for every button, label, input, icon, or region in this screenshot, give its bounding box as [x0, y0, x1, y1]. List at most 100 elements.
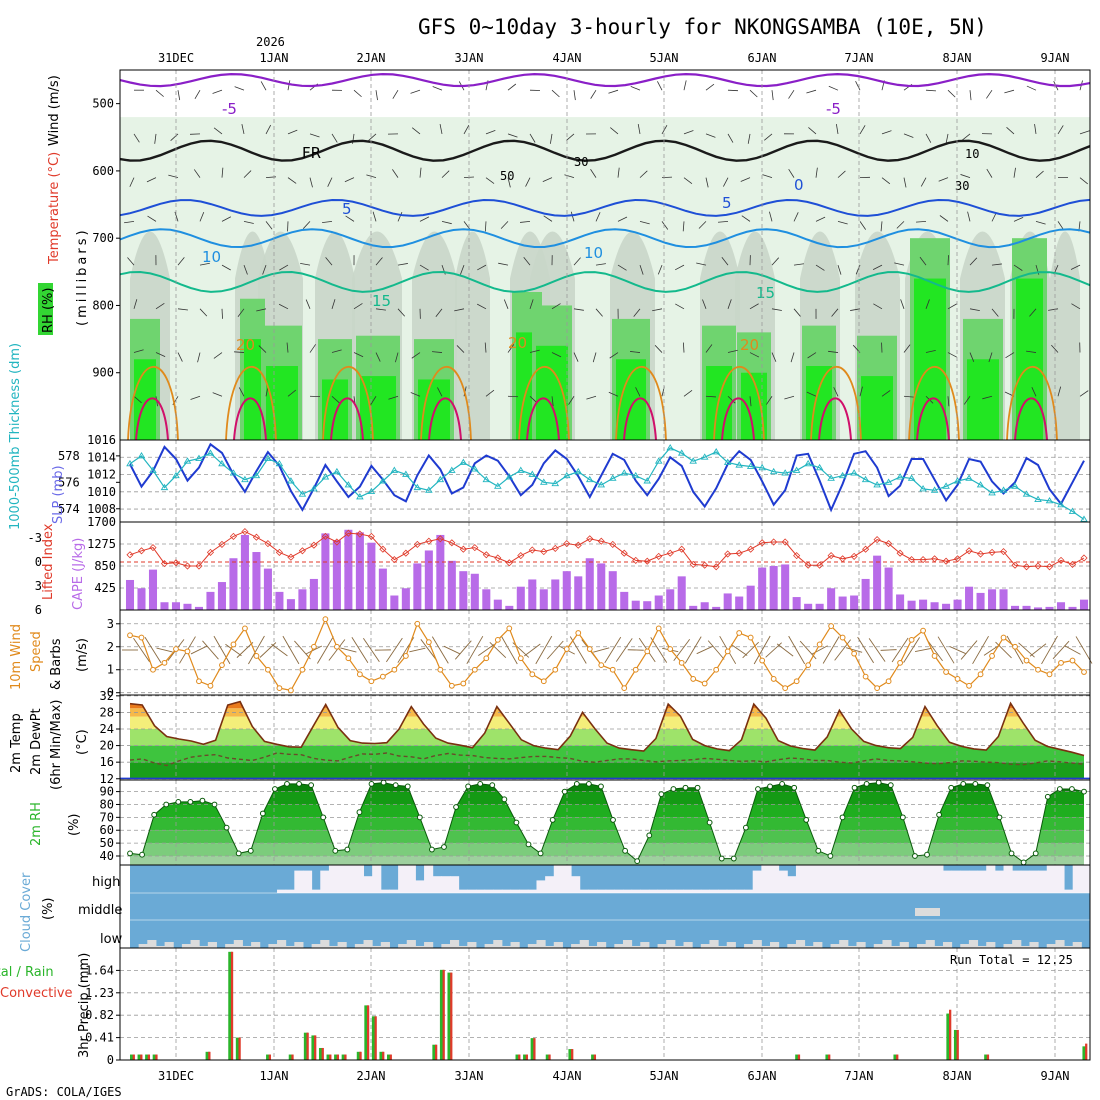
wind10-marker-40 [586, 646, 593, 652]
rh-marker-29 [477, 780, 484, 787]
rh-marker-1 [139, 851, 145, 858]
cloud-high-22 [320, 870, 330, 893]
wind10-barb-16 [305, 645, 323, 655]
cloud-high-18 [285, 889, 295, 893]
cloud-low-41 [484, 944, 494, 948]
wind-barb [608, 89, 619, 94]
rh-marker-71 [984, 782, 991, 789]
cloud-low-69 [726, 942, 736, 948]
wind10-marker-59 [805, 662, 812, 669]
cloud-high-80 [821, 865, 832, 893]
lifted-marker-39 [574, 541, 582, 549]
wind-barb [147, 215, 157, 222]
wind10-barb-18 [328, 639, 346, 661]
bottom-date-1: 1JAN [260, 1069, 289, 1083]
contour-label-2: FR [302, 144, 321, 162]
cape-bar-24 [401, 588, 410, 610]
temp-25-loop-4 [526, 397, 560, 441]
rh-band-0 [130, 855, 1084, 865]
lifted-marker-46 [655, 552, 663, 560]
cloud-low-91 [917, 944, 927, 948]
precip-total-30 [356, 1051, 361, 1060]
panel-precip: 0 0.41 0.82 1.23 1.64 [85, 947, 1091, 1067]
wind-barb [233, 351, 245, 353]
cape-bar-2 [148, 569, 158, 610]
cloud-high-81 [830, 865, 840, 893]
thickness-marker-21 [367, 487, 376, 495]
cloud-high-99 [986, 865, 996, 893]
wind-barb [675, 303, 685, 310]
cape-bar-71 [942, 603, 951, 610]
wind10-marker-47 [667, 646, 674, 652]
wind10-barb-53 [730, 644, 748, 656]
lifted-marker-18 [333, 538, 341, 546]
wind-barb [221, 308, 223, 319]
wind-barb [939, 215, 949, 222]
wind10-marker-30 [471, 666, 478, 673]
cape-bar-22 [378, 568, 387, 610]
cloud-high-24 [337, 865, 347, 893]
cloud-high-74 [770, 865, 780, 893]
cloud-low-47 [536, 940, 546, 948]
wind-barb [947, 89, 956, 98]
precip-total-28 [341, 1054, 346, 1060]
cape-bar-45 [643, 601, 652, 610]
lifted-marker-8 [218, 540, 226, 548]
wind-barb [199, 308, 208, 317]
precip-conv-92 [828, 1054, 831, 1060]
cape-bar-58 [792, 597, 801, 610]
lifted-marker-59 [804, 561, 812, 569]
thickness-marker-54 [746, 462, 755, 469]
thickness-marker-38 [562, 471, 571, 479]
wind-barb [855, 81, 861, 91]
wind-barb [682, 342, 685, 353]
cape-bar-6 [194, 606, 203, 610]
label-temp-unit: (°C) [75, 729, 90, 755]
cloud-high-50 [562, 865, 572, 893]
wind10-marker-80 [1046, 671, 1053, 678]
wind10-barb-19 [340, 647, 357, 653]
wind-barb [872, 264, 883, 271]
precip-total-31 [364, 1005, 369, 1060]
thickness-marker-1 [137, 451, 146, 459]
bottom-date-6: 6JAN [748, 1069, 777, 1083]
rh-band-4 [130, 804, 1084, 818]
wind-barb [808, 127, 817, 135]
wind-barb [635, 387, 641, 397]
wind-barb [652, 308, 663, 312]
cape-bar-56 [769, 566, 778, 610]
rh-band-2 [130, 830, 1084, 844]
wind-barb [788, 89, 795, 99]
wind10-marker-25 [414, 620, 421, 627]
wind-barb [1006, 126, 1015, 135]
wind-barb [177, 308, 188, 311]
lifted-marker-30 [471, 544, 479, 552]
rh-marker-7 [211, 801, 218, 808]
rh-marker-76 [1044, 793, 1051, 800]
wind-barb [568, 396, 575, 405]
p1-ytick-4: 900 [92, 366, 114, 380]
cape-bar-42 [608, 571, 617, 610]
cape-bar-76 [999, 589, 1008, 610]
p5-ytick-0: 12 [100, 772, 114, 786]
precip-conv-31 [366, 1005, 370, 1060]
p2-ytick-right-3: 1014 [87, 450, 116, 464]
rh-marker-57 [815, 847, 822, 854]
wind10-barb-12 [259, 642, 277, 658]
cloud-low-83 [847, 946, 857, 948]
cloud-low-72 [752, 940, 762, 948]
cloud-low-14 [251, 942, 261, 948]
cloud-low-74 [770, 942, 780, 948]
cloud-low-77 [795, 940, 806, 948]
cloud-high-29 [380, 889, 390, 893]
cape-bar-34 [516, 586, 525, 610]
rh-marker-39 [598, 783, 604, 790]
lifted-marker-73 [965, 547, 973, 555]
wind-barb [439, 124, 443, 134]
wind-barb [991, 308, 999, 317]
rh-marker-24 [416, 814, 423, 821]
wind-barb [154, 133, 157, 144]
wind-barb [286, 342, 289, 353]
wind-barb [769, 211, 773, 222]
wind10-marker-24 [402, 653, 409, 659]
